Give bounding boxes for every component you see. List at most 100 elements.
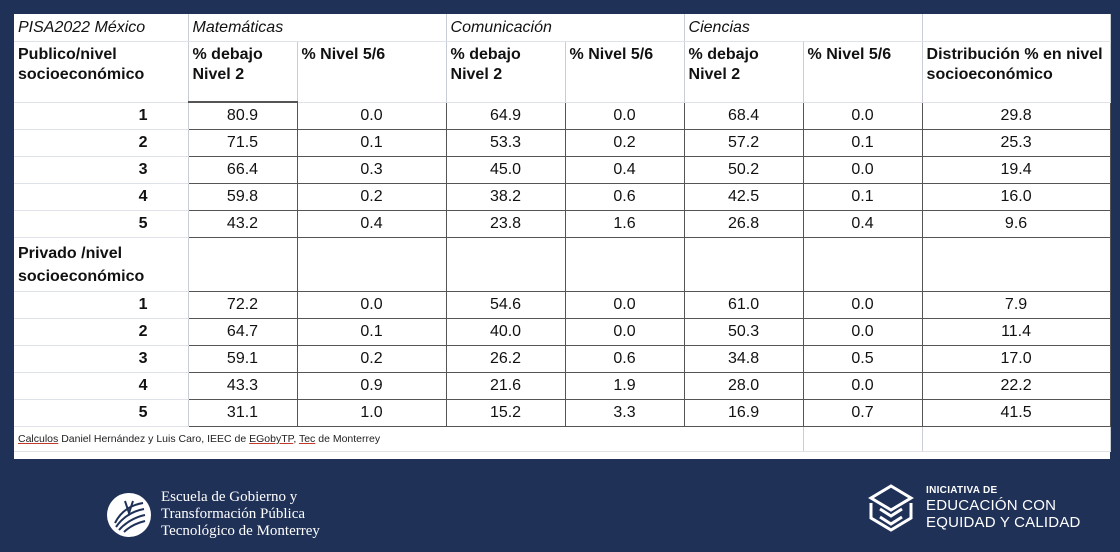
value-cell: 0.1 xyxy=(802,129,923,157)
value-cell: 34.8 xyxy=(683,345,804,373)
value-cell: 26.8 xyxy=(683,210,804,238)
value-cell: 41.5 xyxy=(921,399,1111,427)
value-cell: 0.5 xyxy=(802,345,923,373)
header-com-below: % debajo Nivel 2 xyxy=(446,41,566,103)
value-cell: 0.0 xyxy=(802,156,923,184)
value-cell: 19.4 xyxy=(921,156,1111,184)
value-cell: 0.0 xyxy=(564,318,685,346)
value-cell: 0.4 xyxy=(564,156,685,184)
value-cell: 15.2 xyxy=(445,399,566,427)
value-cell: 26.2 xyxy=(445,345,566,373)
logo-right-line2: EDUCACIÓN CON xyxy=(926,497,1057,514)
value-cell: 0.0 xyxy=(564,102,685,130)
public-row-4: 4 59.8 0.2 38.2 0.6 42.5 0.1 16.0 xyxy=(14,183,1111,211)
title-row: PISA2022 México Matemáticas Comunicación… xyxy=(14,14,1111,42)
value-cell: 71.5 xyxy=(187,129,298,157)
level-label: 2 xyxy=(14,318,189,346)
level-label: 5 xyxy=(14,210,189,238)
egobytp-logo: Escuela de Gobierno y Transformación Púb… xyxy=(107,489,320,540)
value-cell: 0.0 xyxy=(802,318,923,346)
pisa-table: PISA2022 México Matemáticas Comunicación… xyxy=(14,14,1111,452)
value-cell: 38.2 xyxy=(445,183,566,211)
header-cie-below: % debajo Nivel 2 xyxy=(684,41,804,103)
ieec-logo: INICIATIVA DE EDUCACIÓN CON EQUIDAD Y CA… xyxy=(866,483,1081,533)
value-cell: 0.4 xyxy=(802,210,923,238)
value-cell: 3.3 xyxy=(564,399,685,427)
value-cell: 57.2 xyxy=(683,129,804,157)
value-cell: 16.9 xyxy=(683,399,804,427)
value-cell: 22.2 xyxy=(921,372,1111,400)
logo-left-line1: Escuela de Gobierno y xyxy=(161,489,298,505)
value-cell: 1.6 xyxy=(564,210,685,238)
value-cell: 0.1 xyxy=(296,318,447,346)
value-cell: 17.0 xyxy=(921,345,1111,373)
value-cell: 0.0 xyxy=(296,102,447,130)
header-mat-below: % debajo Nivel 2 xyxy=(188,41,298,103)
spreadsheet: PISA2022 México Matemáticas Comunicación… xyxy=(14,14,1111,459)
value-cell: 0.2 xyxy=(296,183,447,211)
value-cell: 31.1 xyxy=(187,399,298,427)
private-row-5: 5 31.1 1.0 15.2 3.3 16.9 0.7 41.5 xyxy=(14,399,1111,427)
logo-right-line1: INICIATIVA DE xyxy=(926,485,998,496)
group-comunicacion: Comunicación xyxy=(446,14,685,42)
public-rows: 1 80.9 0.0 64.9 0.0 68.4 0.0 29.8 2 71.5 0.1 53.3 0.… xyxy=(14,102,1111,238)
value-cell: 29.8 xyxy=(921,102,1111,130)
value-cell: 7.9 xyxy=(921,291,1111,319)
value-cell: 64.7 xyxy=(187,318,298,346)
private-row-4: 4 43.3 0.9 21.6 1.9 28.0 0.0 22.2 xyxy=(14,372,1111,400)
public-row-3: 3 66.4 0.3 45.0 0.4 50.2 0.0 19.4 xyxy=(14,156,1111,184)
value-cell: 42.5 xyxy=(683,183,804,211)
header-row: Publico/nivel socioeconómico % debajo Ni… xyxy=(14,41,1111,103)
value-cell: 1.9 xyxy=(564,372,685,400)
value-cell: 25.3 xyxy=(921,129,1111,157)
footer: Escuela de Gobierno y Transformación Púb… xyxy=(0,459,1120,552)
header-mat-top: % Nivel 5/6 xyxy=(297,41,447,103)
value-cell: 0.9 xyxy=(296,372,447,400)
level-label: 3 xyxy=(14,156,189,184)
public-label: Publico/nivel socioeconómico xyxy=(14,41,189,103)
value-cell: 54.6 xyxy=(445,291,566,319)
value-cell: 0.0 xyxy=(802,102,923,130)
value-cell: 0.4 xyxy=(296,210,447,238)
value-cell: 16.0 xyxy=(921,183,1111,211)
value-cell: 50.3 xyxy=(683,318,804,346)
value-cell: 0.2 xyxy=(564,129,685,157)
private-row-3: 3 59.1 0.2 26.2 0.6 34.8 0.5 17.0 xyxy=(14,345,1111,373)
level-label: 4 xyxy=(14,372,189,400)
value-cell: 0.7 xyxy=(802,399,923,427)
ieec-mark-icon xyxy=(868,484,914,532)
value-cell: 1.0 xyxy=(296,399,447,427)
private-header-row: Privado /nivel socioeconómico xyxy=(14,237,1111,292)
value-cell: 0.0 xyxy=(802,291,923,319)
private-row-1: 1 72.2 0.0 54.6 0.0 61.0 0.0 7.9 xyxy=(14,291,1111,319)
value-cell: 9.6 xyxy=(921,210,1111,238)
value-cell: 50.2 xyxy=(683,156,804,184)
value-cell: 0.1 xyxy=(802,183,923,211)
value-cell: 0.1 xyxy=(296,129,447,157)
group-ciencias: Ciencias xyxy=(684,14,923,42)
header-cie-top: % Nivel 5/6 xyxy=(803,41,923,103)
private-row-2: 2 64.7 0.1 40.0 0.0 50.3 0.0 11.4 xyxy=(14,318,1111,346)
value-cell: 59.8 xyxy=(187,183,298,211)
table-title: PISA2022 México xyxy=(14,14,189,42)
value-cell: 11.4 xyxy=(921,318,1111,346)
logo-left-line3: Tecnológico de Monterrey xyxy=(161,523,320,539)
value-cell: 21.6 xyxy=(445,372,566,400)
logo-left-line2: Transformación Pública xyxy=(161,506,306,522)
level-label: 2 xyxy=(14,129,189,157)
value-cell: 53.3 xyxy=(445,129,566,157)
value-cell: 64.9 xyxy=(445,102,566,130)
private-label: Privado /nivel socioeconómico xyxy=(14,237,189,292)
header-distribution: Distribución % en nivel socioeconómico xyxy=(922,41,1111,103)
value-cell: 0.3 xyxy=(296,156,447,184)
value-cell: 23.8 xyxy=(445,210,566,238)
value-cell: 66.4 xyxy=(187,156,298,184)
value-cell: 80.9 xyxy=(187,102,298,130)
value-cell: 0.2 xyxy=(296,345,447,373)
private-rows: 1 72.2 0.0 54.6 0.0 61.0 0.0 7.9 2 64.7 0.1 40.0 0.0… xyxy=(14,291,1111,427)
value-cell: 72.2 xyxy=(187,291,298,319)
public-row-5: 5 43.2 0.4 23.8 1.6 26.8 0.4 9.6 xyxy=(14,210,1111,238)
value-cell: 0.0 xyxy=(802,372,923,400)
value-cell: 40.0 xyxy=(445,318,566,346)
value-cell: 59.1 xyxy=(187,345,298,373)
